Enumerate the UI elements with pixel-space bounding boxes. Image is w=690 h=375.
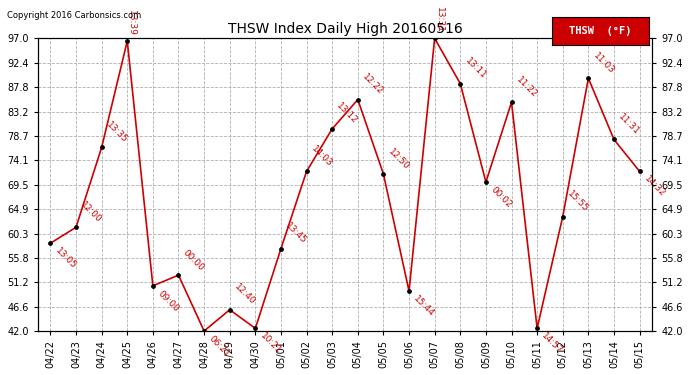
- Point: [96, 144, 107, 150]
- Point: [583, 75, 594, 81]
- Text: 14:03: 14:03: [309, 144, 334, 169]
- Point: [506, 99, 517, 105]
- Point: [224, 307, 235, 313]
- Text: 13:11: 13:11: [463, 56, 488, 81]
- Point: [275, 246, 286, 252]
- Point: [429, 35, 440, 41]
- Point: [45, 240, 56, 246]
- Text: 12:22: 12:22: [361, 72, 385, 97]
- Point: [378, 171, 389, 177]
- Text: 11:03: 11:03: [591, 51, 615, 75]
- Point: [121, 38, 132, 44]
- Point: [250, 326, 261, 332]
- Text: 13:35: 13:35: [104, 120, 129, 145]
- Text: 13:39: 13:39: [127, 10, 136, 36]
- Point: [455, 81, 466, 87]
- Text: 11:31: 11:31: [617, 112, 642, 137]
- Text: 12:40: 12:40: [233, 282, 257, 307]
- Point: [531, 326, 542, 332]
- Point: [609, 136, 620, 142]
- Point: [199, 328, 210, 334]
- Point: [326, 126, 337, 132]
- Text: 00:02: 00:02: [489, 185, 513, 209]
- Text: 15:44: 15:44: [412, 294, 436, 318]
- Text: 13:45: 13:45: [284, 221, 308, 246]
- Text: 06:21: 06:21: [207, 334, 231, 358]
- Point: [558, 214, 569, 220]
- Text: 13:31: 13:31: [435, 7, 444, 33]
- Point: [148, 283, 159, 289]
- Point: [301, 168, 312, 174]
- Text: 12:50: 12:50: [386, 147, 411, 171]
- Text: 14:32: 14:32: [642, 174, 667, 199]
- Text: 10:21: 10:21: [258, 331, 283, 356]
- Text: 09:00: 09:00: [156, 289, 180, 313]
- Point: [353, 97, 364, 103]
- Point: [70, 224, 81, 230]
- Text: Copyright 2016 Carbonsics.com: Copyright 2016 Carbonsics.com: [7, 11, 141, 20]
- Text: 14:57: 14:57: [540, 331, 564, 356]
- Text: 00:00: 00:00: [181, 248, 206, 272]
- Text: 15:55: 15:55: [566, 189, 590, 214]
- Text: 11:22: 11:22: [514, 75, 539, 99]
- Point: [480, 179, 491, 185]
- Title: THSW Index Daily High 20160516: THSW Index Daily High 20160516: [228, 22, 462, 36]
- Point: [634, 168, 645, 174]
- Point: [173, 272, 184, 278]
- Point: [404, 288, 415, 294]
- Text: 13:05: 13:05: [53, 246, 78, 271]
- Text: THSW  (°F): THSW (°F): [569, 26, 631, 36]
- Text: 12:00: 12:00: [79, 200, 103, 225]
- Text: 13:12: 13:12: [335, 102, 359, 126]
